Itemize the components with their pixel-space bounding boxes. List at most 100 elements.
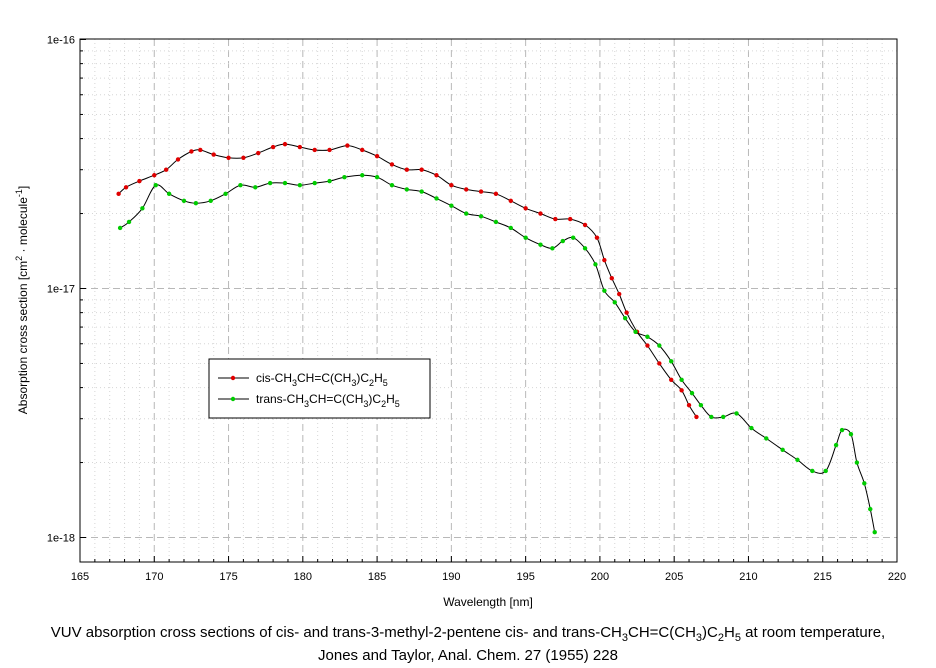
data-point-trans — [140, 206, 145, 211]
data-point-cis — [508, 198, 513, 204]
data-point-trans — [126, 219, 132, 225]
legend-marker-trans — [230, 396, 236, 402]
x-tick-label: 215 — [814, 571, 832, 583]
data-point-trans — [267, 180, 273, 186]
data-point-cis — [419, 167, 424, 172]
data-point-cis — [624, 310, 629, 315]
x-axis-label: Wavelength [nm] — [443, 595, 533, 609]
data-point-trans — [721, 414, 726, 420]
data-point-cis — [449, 182, 454, 188]
data-point-trans — [478, 214, 484, 219]
data-point-trans — [593, 262, 598, 267]
data-point-cis — [312, 147, 317, 153]
data-point-trans — [749, 425, 754, 431]
x-tick-label: 180 — [294, 571, 312, 583]
chart-plot: 165 170 175 180 185 190 195 200 205 210 215 220 1e-1… — [14, 34, 907, 609]
data-point-trans — [602, 288, 607, 293]
data-point-cis — [538, 211, 543, 216]
data-point-trans — [795, 457, 800, 463]
data-point-trans — [181, 198, 187, 204]
data-point-trans — [872, 530, 877, 535]
data-point-cis — [679, 388, 684, 393]
data-point-trans — [764, 436, 769, 441]
data-point-trans — [645, 334, 650, 339]
x-tick-label: 185 — [368, 571, 386, 583]
data-point-trans — [862, 481, 867, 486]
data-point-trans — [679, 377, 684, 382]
data-point-trans — [153, 182, 158, 188]
data-point-trans — [622, 315, 628, 321]
y-tick-label: 1e-17 — [47, 284, 75, 296]
data-point-trans — [570, 235, 576, 240]
data-point-cis — [226, 155, 231, 160]
data-point-cis — [493, 191, 499, 197]
plot-frame — [79, 38, 898, 563]
data-point-cis — [123, 185, 129, 190]
data-point-trans — [374, 174, 380, 180]
data-point-trans — [698, 402, 704, 408]
data-point-cis — [256, 150, 261, 156]
data-point-trans — [282, 180, 288, 186]
data-point-cis — [609, 275, 614, 281]
data-point-cis — [175, 157, 181, 162]
x-tick-label: 195 — [516, 571, 534, 583]
data-point-trans — [297, 182, 303, 188]
data-point-trans — [550, 246, 555, 251]
data-point-cis — [116, 191, 121, 197]
data-point-cis — [152, 173, 157, 178]
series-group — [116, 141, 877, 535]
data-point-trans — [312, 180, 317, 186]
data-point-trans — [669, 359, 674, 364]
x-tick-label: 205 — [665, 571, 683, 583]
x-tick-label: 220 — [888, 571, 906, 583]
data-point-trans — [833, 442, 839, 448]
figure-caption-line1: VUV absorption cross sections of cis- an… — [50, 624, 886, 644]
data-point-cis — [434, 173, 439, 178]
x-tick-label: 165 — [71, 571, 89, 583]
data-point-trans — [823, 468, 828, 474]
data-point-cis — [241, 155, 246, 160]
data-point-cis — [602, 257, 607, 263]
data-point-cis — [404, 167, 409, 172]
data-point-cis — [270, 144, 276, 150]
data-point-cis — [645, 343, 650, 348]
data-point-trans — [404, 187, 409, 192]
y-tick-label: 1e-16 — [47, 35, 75, 47]
data-point-cis — [582, 222, 588, 228]
data-point-trans — [193, 201, 199, 206]
data-point-cis — [523, 206, 528, 211]
data-point-cis — [345, 143, 350, 148]
data-point-trans — [449, 203, 454, 208]
data-point-cis — [568, 216, 573, 222]
data-point-trans — [734, 411, 739, 416]
data-point-trans — [839, 427, 845, 433]
x-tick-label: 200 — [591, 571, 609, 583]
data-point-cis — [686, 402, 692, 408]
data-point-cis — [464, 187, 469, 192]
data-point-trans — [582, 246, 588, 251]
data-point-trans — [327, 178, 332, 184]
data-point-trans — [689, 390, 695, 396]
data-point-trans — [523, 235, 528, 240]
x-tick-label: 210 — [739, 571, 757, 583]
data-point-cis — [163, 167, 169, 172]
legend-box — [208, 358, 431, 419]
data-point-trans — [810, 468, 815, 474]
axis-ticks: 165 170 175 180 185 190 195 200 205 210 215 220 1e-1… — [47, 35, 906, 584]
y-tick-label: 1e-18 — [47, 533, 75, 545]
x-tick-label: 175 — [219, 571, 237, 583]
data-point-trans — [166, 191, 172, 197]
data-point-trans — [508, 225, 513, 231]
legend: cis-CH3CH=C(CH3)C2H5 trans-CH3CH=C(CH3)C… — [208, 358, 431, 419]
data-point-trans — [342, 174, 347, 180]
data-point-cis — [282, 141, 288, 147]
data-point-cis — [137, 178, 142, 184]
data-point-cis — [211, 152, 216, 157]
data-point-cis — [694, 414, 699, 420]
data-point-trans — [419, 189, 424, 194]
data-point-trans — [360, 173, 365, 178]
data-point-trans — [657, 343, 662, 348]
data-point-trans — [780, 447, 785, 453]
data-point-trans — [709, 414, 714, 420]
x-tick-label: 190 — [442, 571, 460, 583]
